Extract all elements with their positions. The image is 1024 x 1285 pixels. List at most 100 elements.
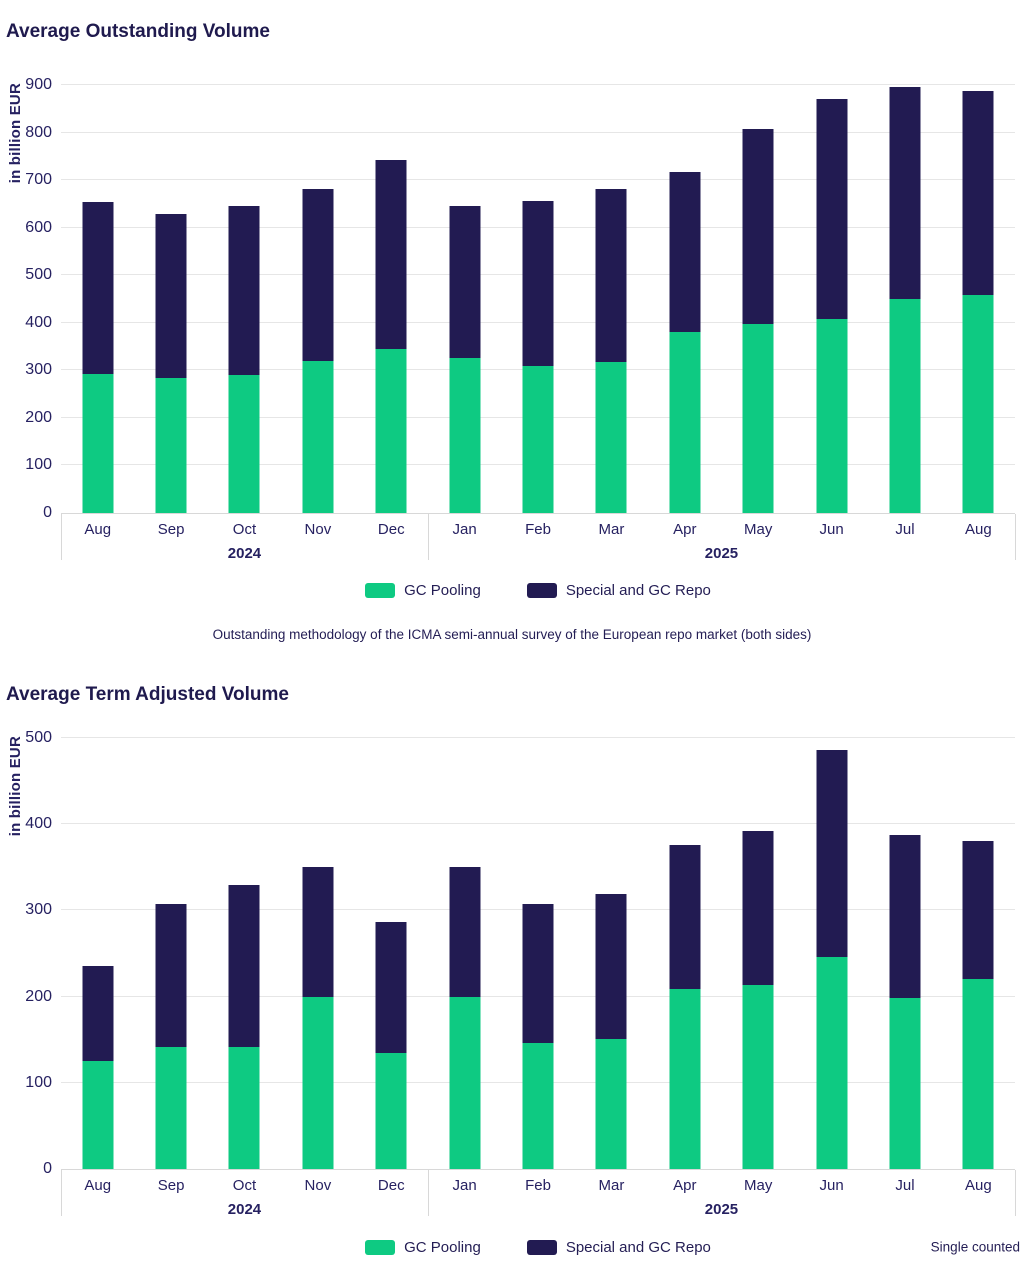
bar-segment-special-gc-repo (595, 188, 627, 362)
bar-segment-gc-pooling (962, 979, 994, 1169)
bar-apr-8 (648, 85, 721, 513)
bar-segment-gc-pooling (449, 997, 481, 1169)
legend-label-gc-pooling: GC Pooling (404, 581, 481, 599)
bar-segment-special-gc-repo (962, 91, 994, 296)
x-axis-band: Aug Sep Oct Nov Dec Jan Feb Mar Apr May Jun Jul Aug … (61, 514, 1016, 572)
x-label-dec-4: Dec (377, 521, 405, 538)
bar-feb-6 (501, 85, 574, 513)
legend-label-special-gc-repo: Special and GC Repo (565, 1238, 711, 1256)
bar-segment-gc-pooling (595, 1038, 627, 1169)
stacked-bar (962, 738, 994, 1169)
x-label-may-9: May (744, 1177, 773, 1194)
single-counted-note: Single counted (930, 1239, 1020, 1255)
bar-segment-gc-pooling (742, 323, 774, 513)
x-label-apr-8: Apr (673, 1177, 697, 1194)
chart-title: Average Outstanding Volume (6, 21, 270, 42)
bar-jan-5 (428, 738, 501, 1169)
x-label-jun-10: Jun (819, 1177, 844, 1194)
chart-title: Average Term Adjusted Volume (6, 684, 289, 705)
plot-area: in billion EUR 0 100 200 300 400 500 600 700 800… (7, 77, 1015, 521)
bar-aug-12 (942, 738, 1015, 1169)
x-label-aug-0: Aug (84, 1177, 112, 1194)
bar-segment-special-gc-repo (302, 189, 334, 362)
x-label-jan-5: Jan (452, 1177, 477, 1194)
bar-segment-gc-pooling (522, 366, 554, 513)
bars (61, 738, 1015, 1169)
stacked-bar (228, 738, 260, 1169)
plot-row: in billion EUR 0 100 200 300 400 500 600 700 800… (0, 77, 1024, 572)
stacked-bar (816, 738, 848, 1169)
bar-jun-10 (795, 738, 868, 1169)
bar-oct-2 (208, 738, 281, 1169)
legend-swatch-special-gc-repo (526, 582, 557, 598)
stacked-bar (889, 85, 921, 513)
bar-oct-2 (208, 85, 281, 513)
y-tick-label: 700 (25, 171, 52, 189)
y-tick-label: 500 (25, 266, 52, 284)
bar-segment-special-gc-repo (595, 894, 627, 1039)
y-axis-label: in billion EUR (7, 83, 24, 184)
x-label-oct-2: Oct (232, 521, 257, 538)
bar-segment-gc-pooling (816, 319, 848, 513)
plot-row: in billion EUR 0 100 200 300 400 500 Aug Sep Oc… (0, 730, 1024, 1228)
y-tick-label: 100 (25, 456, 52, 474)
stacked-bar (82, 738, 114, 1169)
stacked-bar (522, 85, 554, 513)
bar-segment-gc-pooling (375, 1052, 407, 1169)
x-label-mar-7: Mar (598, 521, 625, 538)
bar-sep-1 (134, 738, 207, 1169)
axis-divider (61, 1170, 62, 1216)
bar-segment-special-gc-repo (816, 750, 848, 957)
x-label-mar-7: Mar (598, 1177, 625, 1194)
y-tick-label: 300 (25, 901, 52, 919)
x-label-dec-4: Dec (377, 1177, 405, 1194)
bar-segment-special-gc-repo (669, 844, 701, 989)
average-outstanding-volume-chart: Average Outstanding Volume in billion EU… (0, 0, 1024, 642)
x-axis-months: Aug Sep Oct Nov Dec Jan Feb Mar Apr May Jun Jul Aug (61, 1177, 1015, 1194)
bar-segment-gc-pooling (889, 298, 921, 513)
bar-segment-gc-pooling (816, 956, 848, 1169)
stacked-bar (375, 738, 407, 1169)
bars (61, 85, 1015, 513)
stacked-bar (375, 85, 407, 513)
y-tick-label: 200 (25, 408, 52, 426)
bar-segment-gc-pooling (375, 348, 407, 513)
bar-segment-special-gc-repo (375, 921, 407, 1053)
axis-divider (427, 1170, 429, 1216)
y-tick-label: 300 (25, 361, 52, 379)
bar-segment-gc-pooling (595, 361, 627, 513)
stacked-bar (669, 738, 701, 1169)
bar-segment-gc-pooling (962, 295, 994, 513)
chart-caption: Outstanding methodology of the ICMA semi… (212, 627, 812, 642)
x-label-nov-3: Nov (304, 1177, 332, 1194)
gridline (61, 823, 1015, 825)
bar-segment-special-gc-repo (155, 903, 187, 1048)
y-tick-label: 400 (25, 313, 52, 331)
bar-segment-special-gc-repo (889, 87, 921, 299)
bar-segment-special-gc-repo (669, 171, 701, 333)
bar-segment-special-gc-repo (522, 903, 554, 1044)
bar-nov-3 (281, 738, 354, 1169)
bar-segment-special-gc-repo (375, 159, 407, 349)
bar-segment-gc-pooling (82, 374, 114, 513)
bar-segment-special-gc-repo (742, 831, 774, 985)
stacked-bar (449, 85, 481, 513)
gridline (61, 737, 1015, 738)
x-label-aug-0: Aug (84, 521, 112, 538)
x-label-jun-10: Jun (819, 521, 844, 538)
bar-segment-gc-pooling (302, 361, 334, 513)
stacked-bar (816, 85, 848, 513)
x-label-nov-3: Nov (304, 521, 332, 538)
bar-dec-4 (355, 738, 428, 1169)
legend-label-gc-pooling: GC Pooling (404, 1238, 481, 1256)
stacked-bar (449, 738, 481, 1169)
year-label-2025: 2025 (704, 545, 739, 562)
stacked-bar (669, 85, 701, 513)
bar-mar-7 (575, 738, 648, 1169)
bar-sep-1 (134, 85, 207, 513)
gridline (61, 179, 1015, 181)
bar-feb-6 (501, 738, 574, 1169)
x-label-may-9: May (744, 521, 773, 538)
bar-segment-gc-pooling (155, 378, 187, 513)
bar-segment-gc-pooling (742, 984, 774, 1169)
